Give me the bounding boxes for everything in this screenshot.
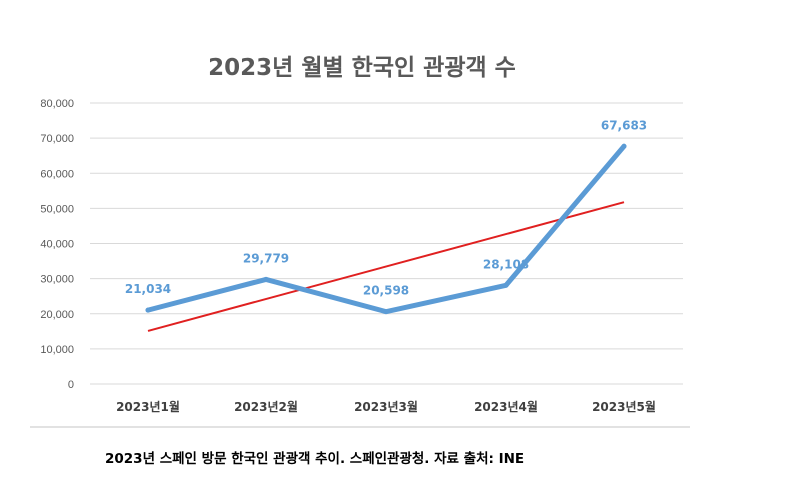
data-label: 29,779 — [243, 251, 289, 265]
data-point — [621, 143, 627, 149]
trendline — [147, 201, 625, 332]
y-tick-label: 50,000 — [40, 203, 74, 215]
y-tick-label: 40,000 — [40, 239, 74, 251]
data-label: 20,598 — [363, 284, 409, 298]
x-tick-label: 2023년4월 — [474, 399, 538, 414]
y-tick-label: 70,000 — [40, 133, 74, 145]
y-tick-label: 80,000 — [40, 98, 74, 110]
data-label: 28,108 — [483, 257, 529, 271]
x-tick-label: 2023년5월 — [592, 399, 656, 414]
chart-caption: 2023년 스페인 방문 한국인 관광객 추이. 스페인관광청. 자료 출처: … — [105, 450, 524, 467]
x-tick-label: 2023년3월 — [354, 399, 418, 414]
y-tick-label: 30,000 — [40, 274, 74, 286]
x-tick-label: 2023년2월 — [234, 399, 298, 414]
y-tick-label: 60,000 — [40, 168, 74, 180]
data-point — [263, 276, 269, 282]
data-label: 67,683 — [601, 118, 647, 132]
data-point — [503, 282, 509, 288]
chart-title: 2023년 월별 한국인 관광객 수 — [208, 55, 516, 81]
y-tick-label: 10,000 — [40, 344, 74, 356]
x-tick-label: 2023년1월 — [116, 399, 180, 414]
data-point — [383, 309, 389, 315]
data-label: 21,034 — [125, 282, 171, 296]
data-point — [145, 307, 151, 313]
y-tick-label: 20,000 — [40, 309, 74, 321]
y-tick-label: 0 — [68, 379, 74, 391]
